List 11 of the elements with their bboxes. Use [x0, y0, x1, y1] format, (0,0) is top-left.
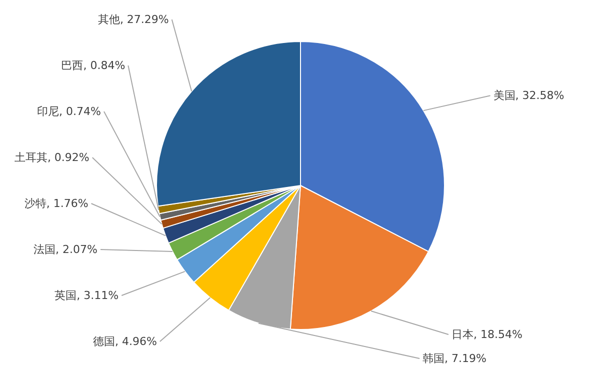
slice-label: 印尼, 0.74% — [37, 105, 101, 118]
slice-label: 日本, 18.54% — [451, 328, 522, 341]
slice-label: 英国, 3.11% — [54, 289, 119, 302]
slice-label: 韩国, 7.19% — [422, 352, 486, 365]
slice-label: 巴西, 0.84% — [61, 59, 126, 72]
slice-label: 美国, 32.58% — [493, 89, 564, 102]
slice-label: 沙特, 1.76% — [24, 197, 88, 210]
slice-label: 德国, 4.96% — [92, 335, 157, 348]
slice-label: 土耳其, 0.92% — [14, 151, 90, 164]
slice-label: 法国, 2.07% — [34, 243, 98, 256]
slice-label: 其他, 27.29% — [98, 13, 169, 26]
